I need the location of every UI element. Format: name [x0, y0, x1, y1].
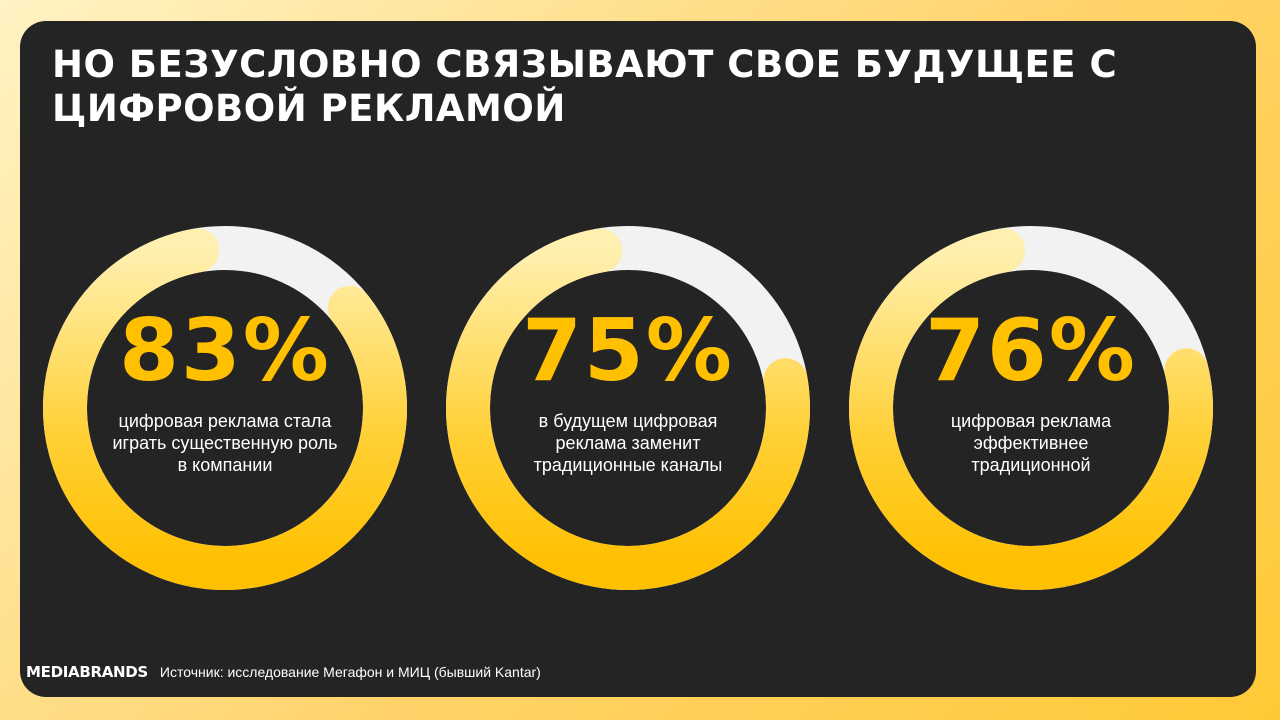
donut-svg-2 — [446, 226, 810, 590]
donut-label-group-2: 75% в будущем цифровая реклама заменит т… — [446, 226, 810, 590]
donut-label-group-3: 76% цифровая реклама эффективнее традици… — [849, 226, 1213, 590]
donut-arc-2 — [446, 228, 810, 590]
source-note: Источник: исследование Мегафон и МИЦ (бы… — [159, 664, 541, 680]
slide-panel: НО БЕЗУСЛОВНО СВЯЗЫВАЮТ СВОЕ БУДУЩЕЕ С Ц… — [20, 21, 1256, 697]
donut-caption-3: цифровая реклама эффективнее традиционно… — [950, 411, 1112, 475]
donut-svg-3 — [849, 226, 1213, 590]
percent-value-2: 75% — [522, 301, 734, 401]
donut-chart-2: 75% в будущем цифровая реклама заменит т… — [446, 226, 810, 590]
donut-arc-3 — [849, 228, 1213, 590]
percent-value-3: 76% — [925, 301, 1137, 401]
footer: MEDIABRANDS Источник: исследование Мегаф… — [26, 663, 541, 681]
mediabrands-logo: MEDIABRANDS — [26, 663, 148, 681]
donut-label-group-1: 83% цифровая реклама стала играть сущест… — [43, 226, 407, 590]
donut-svg-1 — [43, 226, 407, 590]
donut-caption-1: цифровая реклама стала играть существенн… — [112, 411, 338, 475]
slide-title: НО БЕЗУСЛОВНО СВЯЗЫВАЮТ СВОЕ БУДУЩЕЕ С Ц… — [52, 43, 1118, 130]
donut-chart-1: 83% цифровая реклама стала играть сущест… — [43, 226, 407, 590]
donut-chart-3: 76% цифровая реклама эффективнее традици… — [849, 226, 1213, 590]
percent-value-1: 83% — [119, 301, 331, 401]
donut-arc-1 — [43, 228, 407, 590]
donut-caption-2: в будущем цифровая реклама заменит тради… — [533, 411, 723, 475]
